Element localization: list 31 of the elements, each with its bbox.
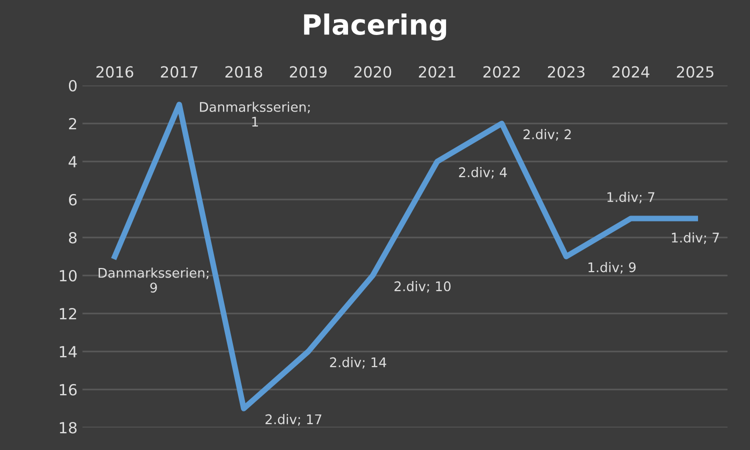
data-label: 2.div; 4 — [459, 167, 507, 179]
y-tick-label: 14 — [60, 346, 77, 358]
x-tick-label: 2025 — [676, 66, 714, 78]
x-tick-label: 2018 — [225, 66, 262, 78]
x-tick-label: 2021 — [418, 66, 456, 78]
x-tick-label: 2016 — [96, 66, 134, 78]
x-tick-label: 2024 — [612, 66, 650, 78]
data-label: 1.div; 7 — [672, 232, 719, 244]
data-label: 2.div; 17 — [266, 414, 322, 426]
y-tick-label: 0 — [68, 80, 77, 92]
data-label: 2.div; 2 — [524, 129, 571, 141]
x-tick-label: 2023 — [548, 66, 584, 78]
y-tick-label: 18 — [60, 422, 77, 434]
y-tick-label: 2 — [69, 118, 76, 130]
y-tick-label: 16 — [60, 384, 77, 396]
x-tick-label: 2017 — [160, 66, 198, 78]
data-label: 1.div; 9 — [588, 262, 636, 274]
x-tick-label: 2019 — [290, 66, 327, 78]
data-label: Danmarksserien; 9 — [98, 268, 208, 293]
y-tick-label: 12 — [60, 308, 76, 320]
y-tick-label: 6 — [68, 194, 77, 206]
data-label: Danmarksserien; 1 — [200, 102, 310, 127]
y-tick-label: 4 — [68, 156, 77, 168]
data-label: 1.div; 7 — [607, 192, 654, 204]
chart-title: Placering — [304, 14, 446, 41]
x-tick-label: 2020 — [354, 66, 392, 78]
x-tick-label: 2022 — [483, 66, 520, 78]
y-tick-label: 8 — [68, 232, 77, 244]
y-tick-label: 10 — [60, 270, 77, 282]
data-label: 2.div; 14 — [330, 357, 386, 369]
data-label: 2.div; 10 — [394, 281, 451, 293]
